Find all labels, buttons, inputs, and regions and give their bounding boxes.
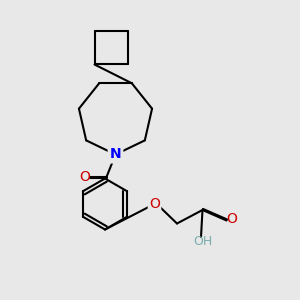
Text: N: N (110, 148, 121, 161)
Text: OH: OH (193, 235, 212, 248)
Text: O: O (226, 212, 237, 226)
Text: O: O (149, 197, 160, 211)
Text: O: O (79, 170, 90, 184)
